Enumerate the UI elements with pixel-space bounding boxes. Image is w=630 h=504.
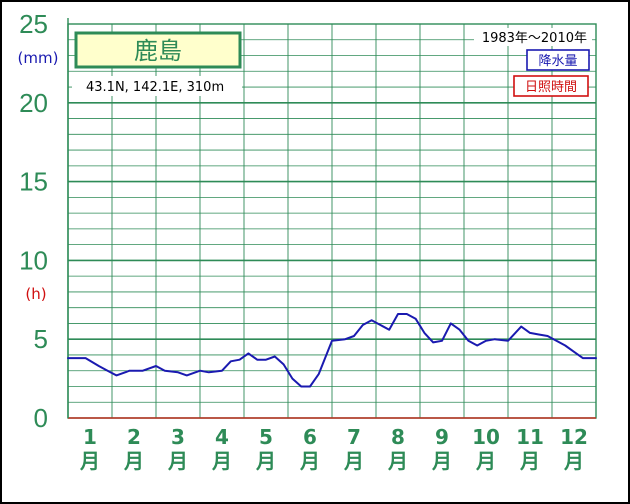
legend-box: [513, 75, 589, 97]
chart-title: 鹿島: [134, 37, 182, 65]
month-number: 10: [472, 425, 500, 449]
y-tick-label: 5: [34, 324, 48, 354]
month-number: 1: [83, 425, 97, 449]
title-box: [74, 31, 242, 69]
y-unit-secondary: (h): [25, 285, 46, 303]
month-number: 3: [171, 425, 185, 449]
location-label: 43.1N, 142.1E, 310m: [86, 80, 224, 95]
month-suffix: 月: [475, 449, 496, 473]
y-tick-label: 15: [19, 167, 48, 197]
month-suffix: 月: [79, 449, 100, 473]
month-number: 9: [435, 425, 449, 449]
month-suffix: 月: [211, 449, 232, 473]
y-tick-label: 25: [19, 9, 48, 39]
month-suffix: 月: [387, 449, 408, 473]
month-suffix: 月: [299, 449, 320, 473]
month-suffix: 月: [123, 449, 144, 473]
legend-box: [526, 49, 590, 71]
month-number: 5: [259, 425, 273, 449]
month-number: 12: [560, 425, 588, 449]
month-suffix: 月: [255, 449, 276, 473]
series-line: [67, 313, 597, 388]
y-tick-label: 20: [19, 88, 48, 118]
month-number: 2: [127, 425, 141, 449]
month-suffix: 月: [519, 449, 540, 473]
y-unit-primary: (mm): [18, 49, 59, 67]
y-tick-label: 0: [34, 403, 48, 433]
month-suffix: 月: [167, 449, 188, 473]
y-tick-label: 10: [19, 245, 48, 275]
month-suffix: 月: [343, 449, 364, 473]
location-bg: [72, 76, 242, 96]
month-number: 11: [516, 425, 544, 449]
month-number: 6: [303, 425, 317, 449]
month-number: 8: [391, 425, 405, 449]
month-number: 7: [347, 425, 361, 449]
month-suffix: 月: [431, 449, 452, 473]
legend-label: 日照時間: [525, 80, 577, 95]
legend-label: 降水量: [538, 54, 577, 69]
period-bg: [474, 28, 592, 46]
month-suffix: 月: [563, 449, 584, 473]
period-label: 1983年〜2010年: [482, 31, 587, 46]
month-number: 4: [215, 425, 229, 449]
